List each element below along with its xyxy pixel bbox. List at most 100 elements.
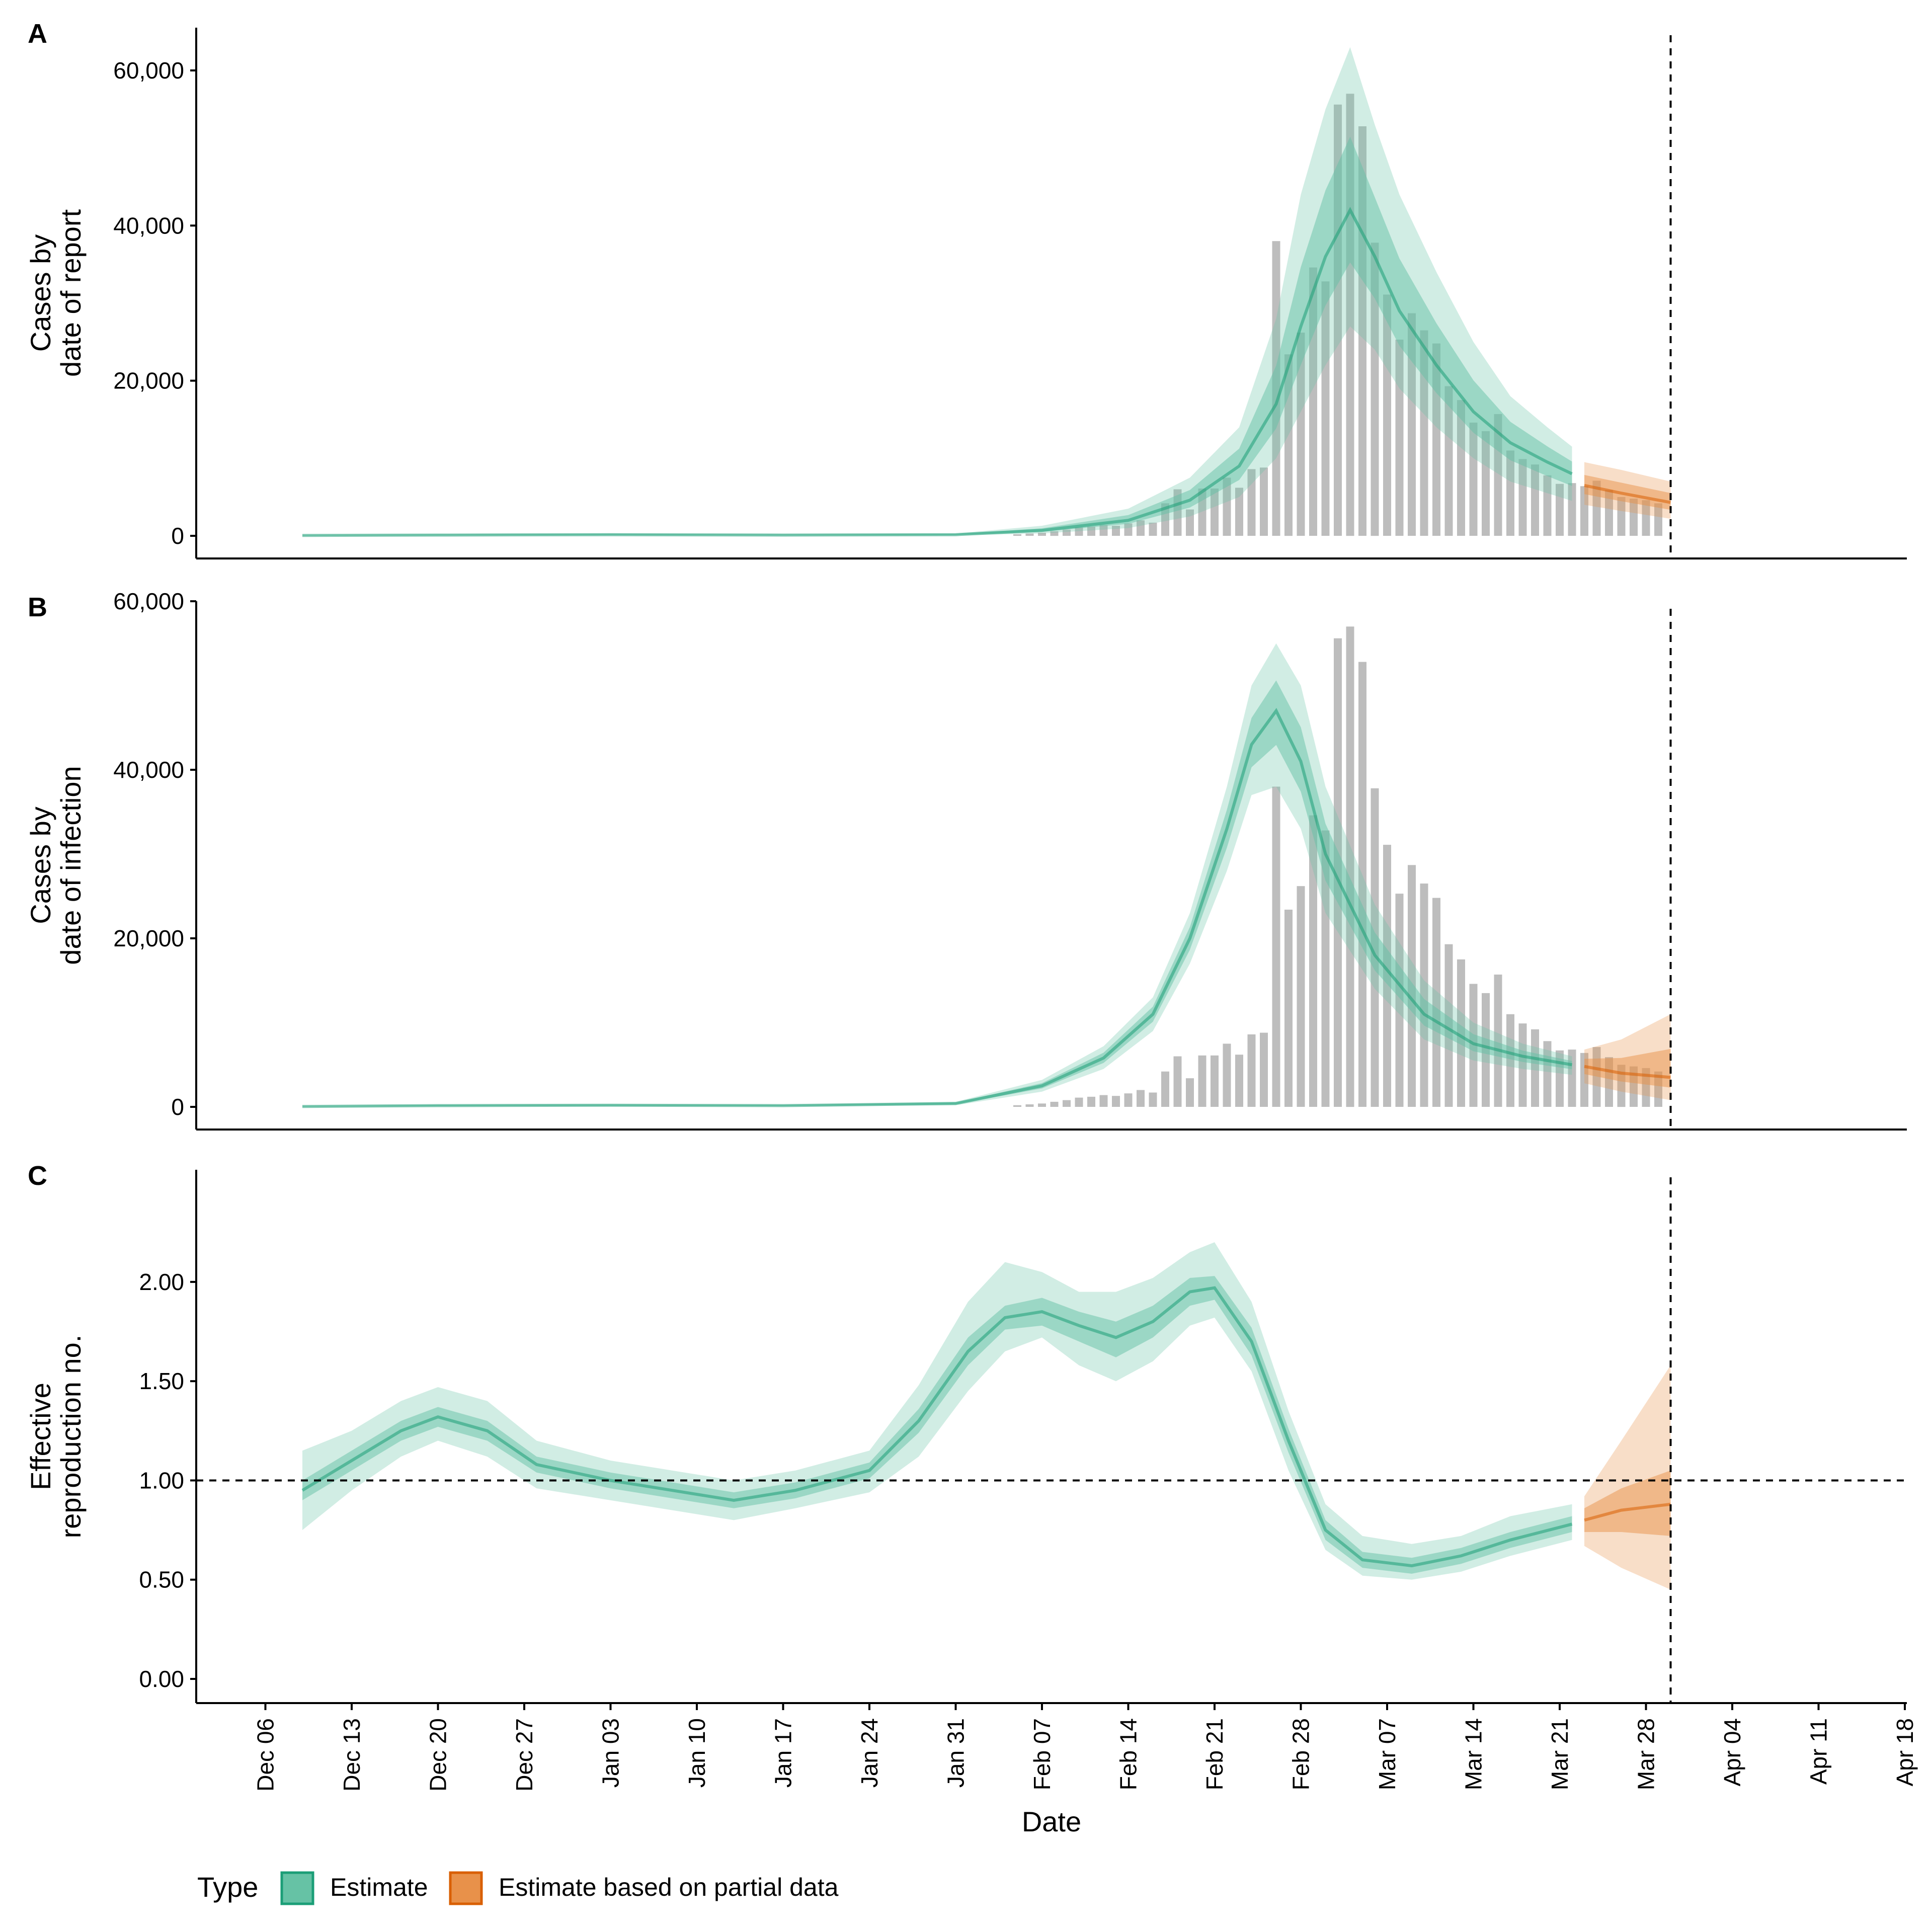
bar [1025,533,1034,536]
bar [1149,522,1157,536]
bar [1198,1055,1206,1107]
x-tick-label: Mar 28 [1633,1718,1659,1790]
bar [1149,1092,1157,1107]
partial-median-line [1584,484,1671,504]
x-tick-label: Jan 03 [598,1718,624,1788]
x-tick-label: Jan 31 [943,1718,969,1788]
bar [1075,1097,1083,1107]
bar [1543,475,1552,536]
bar [1518,459,1527,536]
bar [1506,450,1514,536]
x-tick-label: Jan 10 [684,1718,710,1788]
bar [1063,1100,1071,1107]
bar [1506,1014,1514,1107]
x-tick-label: Apr 04 [1719,1718,1745,1787]
panel-b: B 0 20,000 40,000 60,000 Cases bydate of infe… [25,588,1907,1131]
legend: Type Estimate Estimate based on partial … [197,1871,839,1905]
panel-tag: A [28,19,47,49]
x-tick-label: Feb 21 [1201,1718,1228,1790]
y-tick-label: 60,000 [113,57,184,84]
bar [1173,1056,1182,1107]
bar [1309,815,1317,1107]
panel-c: C 0.00 0.50 1.00 1.50 2.00 Effectivereproducti… [25,1161,1907,1704]
bar [1013,1105,1021,1107]
estimate-band-50 [302,136,1572,536]
partial-band-50 [1584,1470,1671,1536]
y-tick-label: 20,000 [113,925,184,951]
bar [1211,1055,1219,1107]
x-tick-label: Dec 06 [253,1718,279,1792]
y-axis-title-line: reproduction no. [55,1335,87,1539]
y-tick-label: 40,000 [113,757,184,783]
bar [1013,534,1021,536]
y-axis-title-line: date of report [55,209,87,377]
y-tick-label: 1.50 [139,1368,184,1394]
bar [1568,483,1576,536]
y-axis-title: Effectivereproduction no. [25,1335,87,1539]
x-tick-label: Dec 27 [511,1718,537,1792]
bar [1087,526,1095,536]
bar [1482,431,1490,536]
bar [1223,477,1231,536]
y-tick-label: 40,000 [113,212,184,238]
y-tick-label: 60,000 [113,588,184,614]
bar [1260,467,1268,536]
bar [1630,499,1638,536]
x-tick-label: Dec 13 [339,1718,365,1792]
bar [1050,531,1059,536]
partial-median-line [1584,1065,1671,1079]
bar [1112,526,1120,536]
x-axis: Dec 06 Dec 13 Dec 20 Dec 27 Jan 03 Jan 10 Jan … [253,1703,1918,1792]
bar [1457,400,1465,536]
y-axis-title-line: date of infection [55,766,87,964]
bar [1038,1103,1046,1107]
legend-label-estimate: Estimate [330,1873,428,1901]
bar [1186,1078,1194,1107]
bar [1124,1093,1133,1107]
bar [1346,626,1354,1107]
estimate-band-90 [302,47,1572,536]
bar [1494,975,1502,1107]
x-tick-label: Jan 17 [770,1718,796,1788]
partial-band-50 [1584,475,1671,510]
partial-median-line [1584,1502,1671,1522]
bar [1531,464,1539,536]
bar [1050,1101,1059,1107]
bar [1444,386,1453,536]
panel-tag: C [28,1161,47,1191]
bar [1297,886,1305,1107]
y-axis-title: Cases bydate of report [25,209,87,377]
bar [1556,484,1564,536]
bar [1075,527,1083,536]
bar [1099,1095,1108,1107]
bar [1025,1104,1034,1107]
bar [1137,1090,1145,1107]
estimate-band-50 [302,680,1572,1107]
x-tick-label: Mar 14 [1461,1718,1487,1790]
bar [1124,523,1133,536]
bar [1235,1055,1243,1107]
bar [1186,509,1194,536]
legend-key-estimate [280,1871,314,1905]
legend-label-partial: Estimate based on partial data [499,1873,839,1901]
bar [1247,469,1256,536]
x-axis-title: Date [1022,1806,1081,1837]
bar [1371,243,1379,536]
bar [1161,1071,1169,1107]
bar [1247,1034,1256,1107]
x-tick-label: Jan 24 [856,1718,882,1788]
bar [1235,488,1243,536]
x-tick-label: Mar 07 [1374,1718,1400,1790]
y-tick-label: 0.00 [139,1666,184,1692]
y-tick-label: 0.50 [139,1567,184,1593]
bar [1137,520,1145,536]
bar [1284,910,1293,1107]
estimate-band-90 [302,643,1572,1107]
bar [1420,883,1428,1107]
y-axis-title: Cases bydate of infection [25,766,87,964]
bar [1420,330,1428,536]
bar [1099,525,1108,536]
bar [1580,486,1588,536]
x-tick-label: Feb 07 [1029,1718,1055,1790]
